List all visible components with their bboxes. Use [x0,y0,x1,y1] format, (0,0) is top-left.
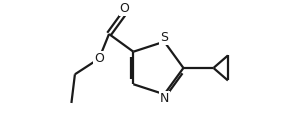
Text: S: S [160,31,168,44]
Text: O: O [120,2,129,15]
Text: O: O [94,52,104,65]
Text: N: N [160,92,169,105]
